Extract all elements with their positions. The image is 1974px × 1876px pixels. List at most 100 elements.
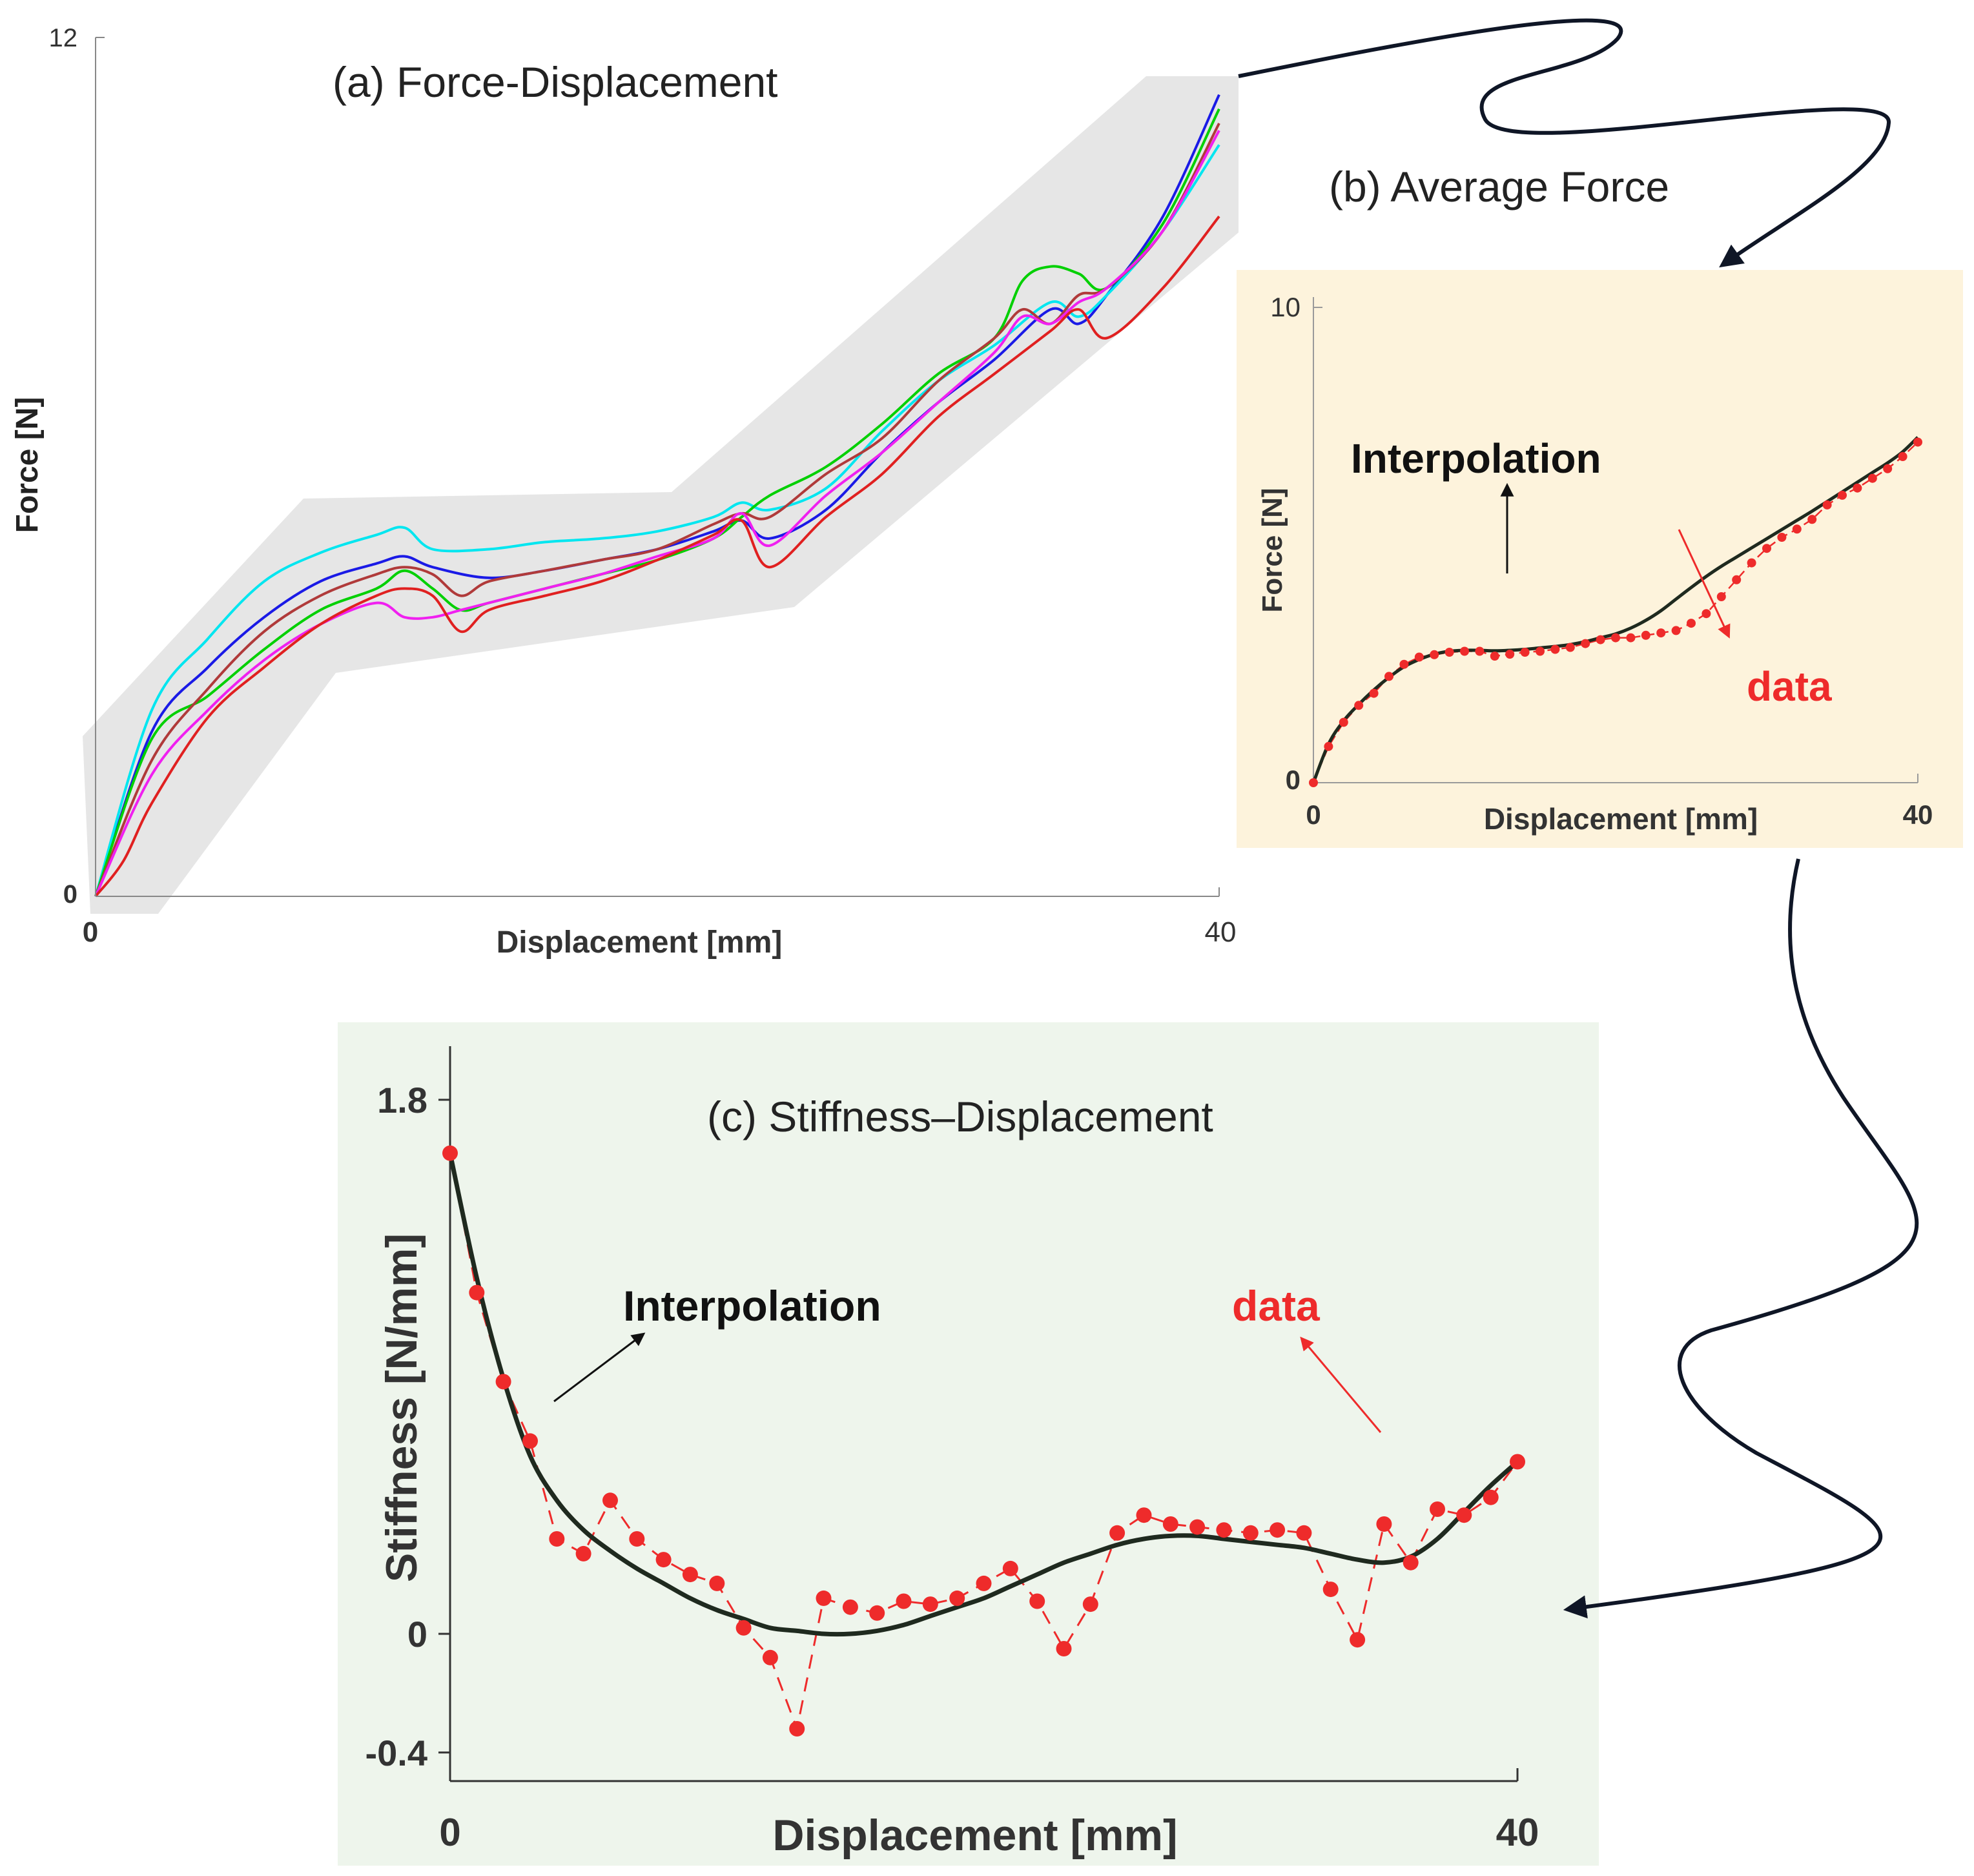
data-point [1136, 1507, 1152, 1523]
data-point [1867, 473, 1877, 483]
data-point [1671, 626, 1681, 635]
data-point [1189, 1519, 1206, 1535]
data-point [1656, 628, 1666, 638]
data-point [1510, 1454, 1525, 1470]
y-tick-label: 12 [49, 24, 78, 52]
data-point [1339, 717, 1348, 727]
interpolation-curve [447, 1152, 1519, 1637]
panel-b-average-force: (b) Average Force Interpolation data 10 … [1237, 163, 1963, 848]
data-point [1029, 1593, 1045, 1609]
data-point [1626, 633, 1636, 643]
y-axis-label: Stiffness [N/mm] [377, 1233, 426, 1582]
data-points [442, 1145, 1525, 1737]
data-point [1596, 635, 1605, 644]
data-point [1350, 1632, 1366, 1648]
data-point [549, 1531, 565, 1547]
data-points [1309, 437, 1922, 787]
data-point [655, 1552, 672, 1568]
data-point [709, 1575, 725, 1591]
y-tick-label: 0 [63, 880, 77, 909]
data-point [1762, 544, 1771, 553]
data-point [1296, 1525, 1312, 1541]
data-point [762, 1649, 778, 1665]
data-point [1430, 650, 1439, 659]
y-axis-label: Force [N] [10, 397, 45, 533]
data-point [1565, 643, 1575, 652]
data-point [1716, 592, 1726, 601]
data-point [1445, 648, 1454, 657]
x-axis-label: Displacement [mm] [497, 925, 783, 960]
connector-arrow-b-to-c [1563, 858, 1919, 1619]
data-point [682, 1567, 698, 1583]
data-point [949, 1590, 965, 1606]
data-point [1430, 1501, 1445, 1517]
x-tick-label: 40 [1205, 916, 1237, 948]
x-tick-label: 0 [439, 1811, 460, 1854]
data-point [1490, 652, 1499, 661]
data-point [522, 1433, 538, 1449]
data-point [869, 1605, 885, 1621]
data-point [922, 1596, 938, 1613]
data-point [1002, 1560, 1018, 1576]
data-point [1702, 609, 1711, 619]
data-point [1056, 1641, 1072, 1656]
y-tick-label: -0.4 [365, 1733, 428, 1773]
data-point [1309, 778, 1318, 787]
data-point [1324, 741, 1333, 751]
data-label: data [1747, 663, 1832, 710]
x-tick-label: 0 [1306, 799, 1321, 830]
panel-background [338, 1022, 1599, 1866]
panel-background [1237, 270, 1963, 848]
data-point [816, 1590, 832, 1606]
data-point [1403, 1554, 1419, 1571]
envelope-band [83, 76, 1239, 914]
data-point [1082, 1596, 1098, 1613]
data-point [1747, 558, 1756, 568]
data-point [1354, 701, 1364, 710]
data-point [1883, 464, 1893, 473]
data-point [1853, 483, 1862, 493]
data-point [1520, 648, 1530, 657]
data-point [1216, 1522, 1232, 1538]
data-point [1550, 644, 1560, 654]
data-label: data [1232, 1282, 1321, 1330]
data-point [976, 1575, 992, 1591]
data-point [735, 1620, 752, 1636]
data-point [1913, 437, 1922, 447]
data-point [1384, 672, 1393, 681]
data-point [1641, 630, 1650, 640]
data-point [842, 1599, 858, 1615]
interpolation-label: Interpolation [623, 1282, 881, 1330]
data-connecting-line [1312, 441, 1918, 783]
x-axis-label: Displacement [mm] [772, 1811, 1177, 1860]
data-point [602, 1492, 618, 1509]
data-point [1414, 652, 1424, 662]
data-point [1505, 650, 1515, 659]
data-point [1687, 619, 1696, 628]
data-point [1483, 1489, 1499, 1505]
data-point [1242, 1525, 1259, 1541]
data-point [629, 1531, 645, 1547]
interpolation-label: Interpolation [1351, 435, 1601, 482]
series-group [94, 94, 1220, 898]
data-point [1162, 1516, 1178, 1532]
chart-title: (b) Average Force [1329, 163, 1669, 211]
series-line-red [94, 215, 1220, 898]
chart-title: (a) Force-Displacement [333, 58, 778, 106]
y-tick-label: 1.8 [377, 1080, 427, 1120]
data-point [1581, 639, 1590, 648]
panel-a-force-displacement: (a) Force-Displacement 12 0 0 40 Displac… [10, 24, 1239, 960]
y-axis-label: Force [N] [1257, 488, 1288, 612]
panel-c-stiffness-displacement: (c) Stiffness–Displacement Interpolation… [338, 1022, 1599, 1866]
x-tick-label: 40 [1903, 799, 1933, 830]
data-point [1838, 490, 1847, 500]
y-tick-label: 0 [407, 1614, 427, 1654]
data-point [1460, 646, 1469, 656]
data-point [1456, 1507, 1472, 1523]
data-point [1777, 533, 1787, 542]
data-point [1822, 500, 1832, 510]
data-point [442, 1145, 458, 1161]
data-point [1369, 688, 1379, 698]
data-point [1475, 646, 1485, 656]
